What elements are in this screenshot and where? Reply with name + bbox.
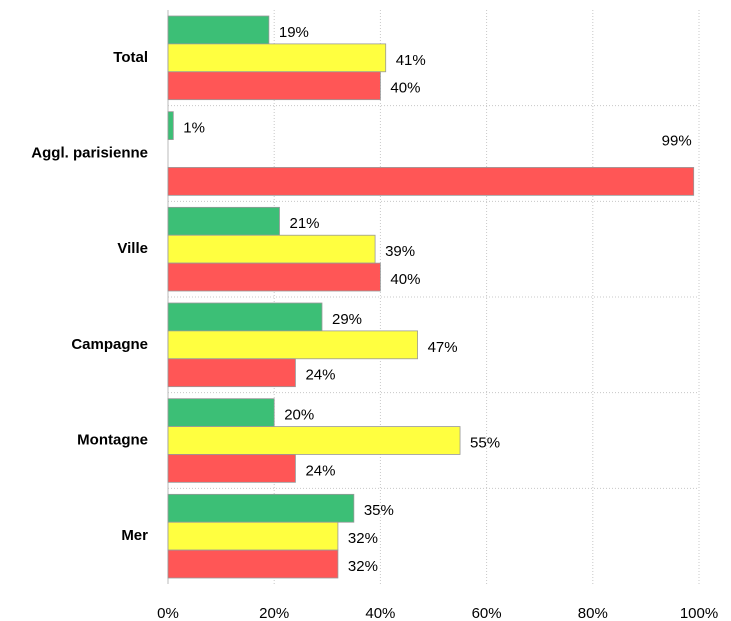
value-label: 20% (284, 407, 314, 424)
category-label: Total (113, 49, 148, 66)
bar (167, 167, 695, 196)
category-label: Ville (117, 240, 148, 257)
category-label: Aggl. parisienne (31, 144, 148, 161)
bar (167, 521, 339, 551)
value-label: 32% (348, 558, 378, 575)
value-label: 19% (279, 24, 309, 41)
bar (167, 549, 339, 579)
bar (167, 234, 376, 264)
bar (167, 330, 418, 360)
value-label: 35% (364, 502, 394, 519)
x-tick-label: 100% (680, 605, 718, 621)
x-tick-label: 80% (578, 605, 608, 621)
category-label: Montagne (77, 431, 148, 448)
x-tick-label: 20% (259, 605, 289, 621)
bar (167, 43, 387, 73)
category-label: Campagne (71, 336, 148, 353)
value-label: 47% (428, 339, 458, 356)
bar (167, 493, 355, 523)
bar (167, 71, 381, 101)
value-label: 32% (348, 530, 378, 547)
value-label: 41% (396, 52, 426, 69)
value-label: 24% (305, 367, 335, 384)
bar (167, 206, 280, 236)
value-label: 1% (183, 120, 205, 137)
value-label: 21% (290, 215, 320, 232)
category-label: Mer (121, 527, 148, 544)
bar (167, 398, 275, 427)
value-label: 40% (390, 80, 420, 97)
value-label: 99% (662, 133, 692, 150)
value-label: 39% (385, 243, 415, 260)
value-label: 40% (390, 271, 420, 288)
bar (167, 111, 174, 140)
bar (167, 358, 296, 388)
bar (167, 15, 270, 45)
bar (167, 262, 381, 292)
value-label: 24% (305, 462, 335, 479)
x-tick-label: 40% (365, 605, 395, 621)
bar (167, 426, 461, 455)
value-label: 29% (332, 311, 362, 328)
bar (167, 302, 323, 332)
x-tick-label: 0% (157, 605, 179, 621)
x-tick-label: 60% (472, 605, 502, 621)
bar (167, 454, 296, 483)
value-label: 55% (470, 434, 500, 451)
